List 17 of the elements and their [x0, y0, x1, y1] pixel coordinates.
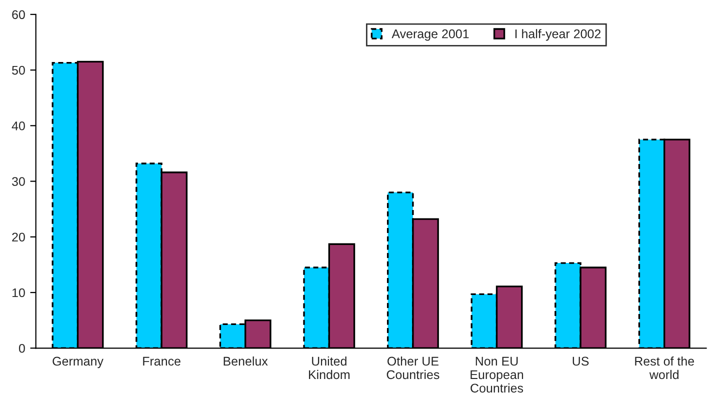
x-tick-label: Rest of the world	[635, 356, 694, 380]
x-tick-label: United Kindom	[308, 356, 350, 380]
y-tick-label: 60	[12, 10, 25, 20]
y-tick-label: 30	[12, 177, 25, 186]
y-tick-label: 0	[18, 344, 25, 353]
y-tick-label: 50	[12, 66, 25, 75]
legend-label: Average 2001	[392, 29, 469, 41]
x-tick-label: US	[572, 356, 589, 366]
x-tick-label: France	[143, 356, 180, 366]
y-tick-label: 10	[12, 288, 25, 298]
legend-label: I half-year 2002	[515, 29, 601, 41]
x-tick-label: Germany	[52, 356, 104, 368]
x-tick-label: Other UE Countries	[386, 356, 440, 380]
y-tick-label: 20	[12, 232, 25, 242]
y-tick-label: 40	[12, 121, 25, 130]
x-tick-label: Non EU European Countries	[470, 356, 524, 393]
x-tick-label: Benelux	[224, 356, 268, 366]
